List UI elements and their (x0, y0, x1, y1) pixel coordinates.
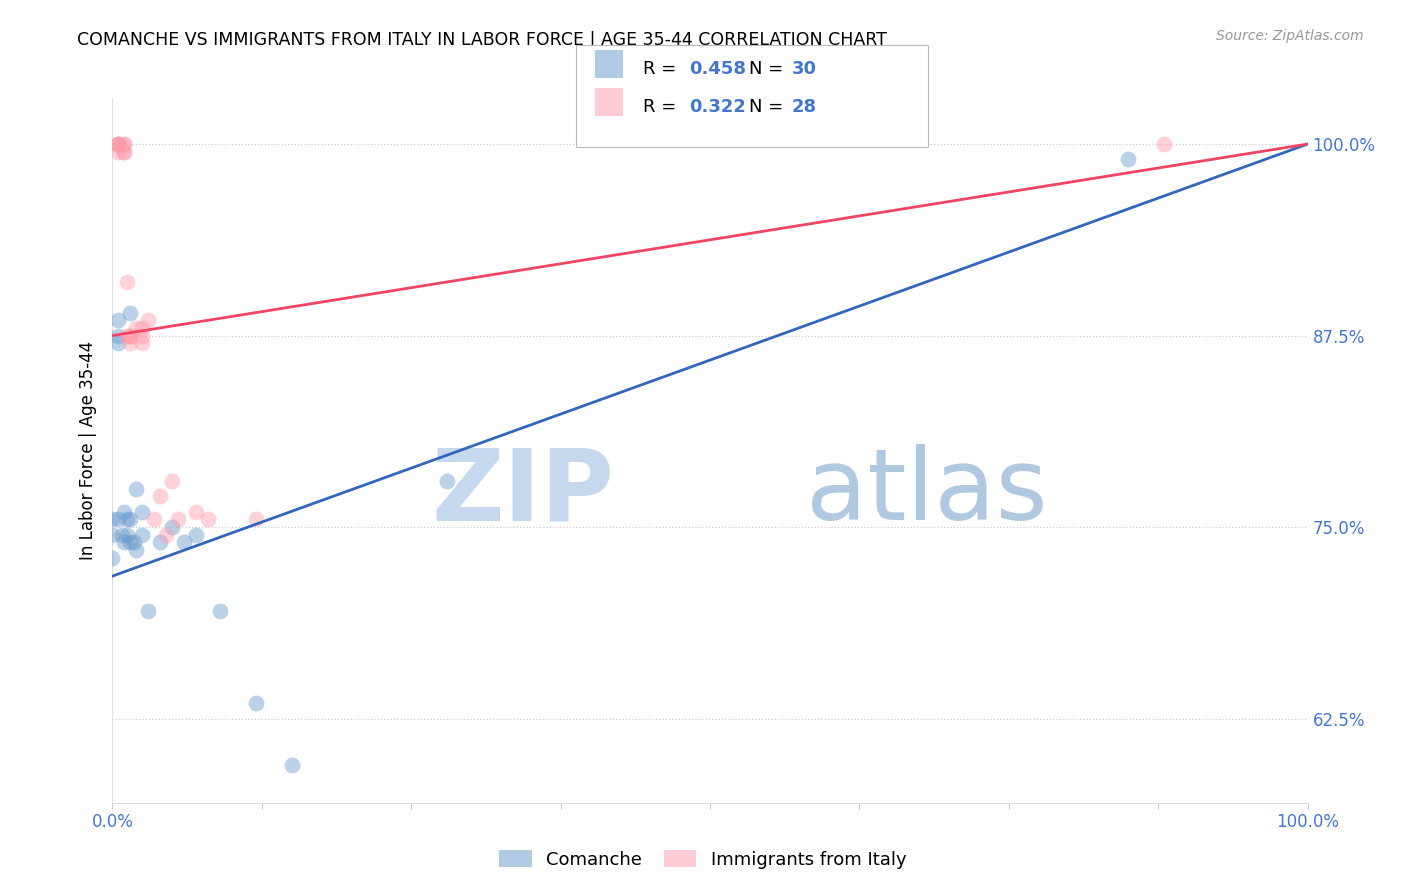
Point (138, 604, 160, 618)
Text: COMANCHE VS IMMIGRANTS FROM ITALY IN LABOR FORCE | AGE 35-44 CORRELATION CHART: COMANCHE VS IMMIGRANTS FROM ITALY IN LAB… (77, 31, 887, 49)
Point (162, 520, 183, 534)
Point (101, 550, 124, 565)
Point (120, 305, 142, 319)
Point (120, 512, 142, 526)
Point (131, 336, 153, 351)
Y-axis label: In Labor Force | Age 35-44: In Labor Force | Age 35-44 (79, 341, 97, 560)
Point (186, 505, 208, 519)
Point (209, 604, 232, 618)
Point (101, 512, 124, 526)
Point (131, 321, 153, 335)
Point (125, 543, 148, 558)
Point (1118, 153, 1140, 167)
Text: R =: R = (643, 60, 682, 78)
Text: ZIP: ZIP (432, 444, 614, 541)
Point (107, 328, 129, 343)
Point (114, 137, 135, 152)
Point (149, 535, 172, 549)
Point (1153, 137, 1175, 152)
Point (167, 512, 190, 526)
Point (125, 482, 148, 496)
Legend: Comanche, Immigrants from Italy: Comanche, Immigrants from Italy (492, 843, 914, 876)
Point (245, 696, 267, 710)
Point (131, 527, 153, 541)
Point (107, 512, 129, 526)
Point (173, 535, 195, 549)
Point (125, 321, 148, 335)
Point (107, 336, 129, 351)
Text: R =: R = (643, 98, 682, 116)
Point (107, 137, 129, 152)
Point (114, 505, 135, 519)
Point (101, 527, 124, 541)
Point (114, 145, 135, 159)
Point (155, 527, 177, 541)
Point (107, 137, 129, 152)
Text: 28: 28 (792, 98, 817, 116)
Point (120, 328, 142, 343)
Point (245, 512, 267, 526)
Point (107, 137, 129, 152)
Text: N =: N = (749, 98, 789, 116)
Point (107, 145, 129, 159)
Point (115, 328, 138, 343)
Text: atlas: atlas (806, 444, 1047, 541)
Point (186, 527, 208, 541)
Point (143, 512, 166, 526)
Text: Source: ZipAtlas.com: Source: ZipAtlas.com (1216, 29, 1364, 43)
Point (115, 512, 138, 526)
Point (122, 535, 145, 549)
Point (436, 474, 458, 488)
Text: 30: 30 (792, 60, 817, 78)
Point (138, 313, 160, 327)
Point (162, 474, 183, 488)
Text: 0.322: 0.322 (689, 98, 745, 116)
Text: 0.458: 0.458 (689, 60, 747, 78)
Point (131, 505, 153, 519)
Point (120, 535, 142, 549)
Point (107, 313, 129, 327)
Point (281, 757, 304, 772)
Point (197, 512, 219, 526)
Point (149, 490, 172, 504)
Point (114, 145, 135, 159)
Point (131, 328, 153, 343)
Text: N =: N = (749, 60, 789, 78)
Point (111, 527, 134, 541)
Point (114, 137, 135, 152)
Point (115, 275, 138, 289)
Point (114, 535, 135, 549)
Point (120, 328, 142, 343)
Point (107, 137, 129, 152)
Point (115, 527, 138, 541)
Point (120, 336, 142, 351)
